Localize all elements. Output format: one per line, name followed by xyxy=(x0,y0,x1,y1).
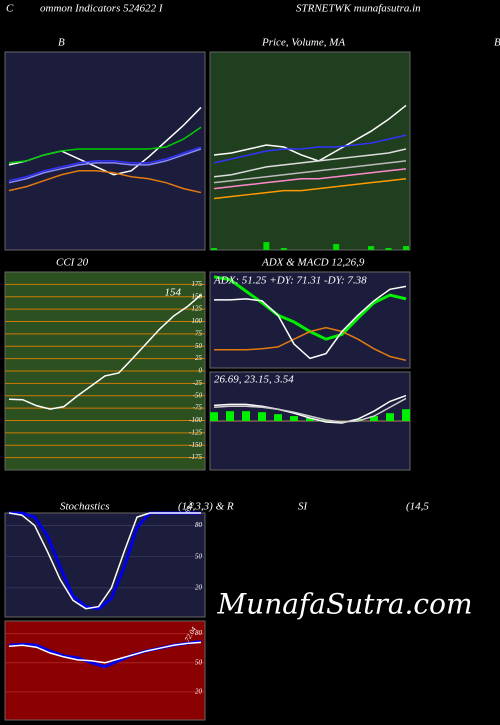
series-line xyxy=(213,160,407,184)
panel-title: Price, Volume, MA xyxy=(261,37,345,49)
y-tick-label: -50 xyxy=(193,391,203,399)
panel xyxy=(4,620,206,721)
series-line xyxy=(213,394,407,424)
y-tick-label: 75 xyxy=(195,329,203,337)
histogram-bar xyxy=(210,412,218,421)
series-line xyxy=(8,148,202,184)
y-tick-label: 25 xyxy=(195,354,203,362)
series-line xyxy=(8,512,201,610)
panel-title: CCI 20 xyxy=(56,257,89,269)
panel-title: ADX & MACD 12,26,9 xyxy=(261,257,365,269)
series-line xyxy=(214,326,407,362)
header-edge: B xyxy=(494,37,500,49)
series-line xyxy=(214,285,407,360)
volume-bar xyxy=(280,248,287,250)
y-tick-label: 50 xyxy=(195,658,203,666)
y-tick-label: 80 xyxy=(195,629,203,637)
series-line xyxy=(213,177,407,200)
annotation: 154 xyxy=(165,286,182,298)
series-line xyxy=(213,148,407,178)
row-title: (14,3,3) & R xyxy=(178,501,234,513)
y-tick-label: 125 xyxy=(192,305,203,313)
series-line xyxy=(213,168,407,190)
series-line xyxy=(213,397,407,423)
y-tick-label: 80 xyxy=(195,521,203,529)
histogram-bar xyxy=(242,411,250,421)
y-tick-label: 100 xyxy=(192,317,203,325)
histogram-bar xyxy=(402,409,410,421)
panel xyxy=(4,51,206,251)
histogram-bar xyxy=(226,411,234,421)
y-tick-label: 175 xyxy=(192,280,203,288)
series-line xyxy=(8,146,202,182)
y-tick-label: -75 xyxy=(193,404,203,412)
y-tick-label: -150 xyxy=(189,441,202,449)
y-tick-label: 0 xyxy=(199,367,203,375)
header-right: STRNETWK munafasutra.in xyxy=(296,3,421,15)
histogram-bar xyxy=(274,414,282,421)
volume-bar xyxy=(368,246,375,250)
volume-bar xyxy=(403,246,409,250)
watermark: MunafaSutra.com xyxy=(216,588,472,621)
histogram-bar xyxy=(306,418,314,421)
series-line xyxy=(8,170,202,194)
histogram-bar xyxy=(370,416,378,421)
y-tick-label: 50 xyxy=(195,552,203,560)
y-tick-label: -175 xyxy=(189,453,202,461)
volume-bar xyxy=(333,244,340,250)
histogram-bar xyxy=(290,416,298,421)
volume-bar xyxy=(263,242,270,250)
row-title: SI xyxy=(298,501,309,513)
series-line xyxy=(8,641,202,664)
y-tick-label: 20 xyxy=(195,687,203,695)
series-line xyxy=(8,126,202,164)
y-tick-label: 150 xyxy=(192,292,203,300)
header-left: C xyxy=(6,3,14,15)
y-tick-label: 50 xyxy=(195,342,203,350)
volume-bar xyxy=(211,248,217,250)
y-tick-label: -25 xyxy=(193,379,203,387)
panel-title: B xyxy=(58,37,65,49)
series-line xyxy=(213,104,407,162)
histogram-bar xyxy=(354,419,362,421)
row-title: Stochastics xyxy=(60,501,110,513)
histogram-bar xyxy=(258,412,266,421)
annotation: 26.69, 23.15, 3.54 xyxy=(214,374,294,386)
series-line xyxy=(8,294,202,410)
histogram-bar xyxy=(386,413,394,421)
panel xyxy=(4,512,206,618)
annotation: ADX: 51.25 +DY: 71.31 -DY: 7.38 xyxy=(213,275,367,287)
volume-bar xyxy=(385,248,392,250)
y-tick-label: -125 xyxy=(189,428,202,436)
series-line xyxy=(213,134,407,164)
row-title: (14,5 xyxy=(406,501,429,513)
y-tick-label: -100 xyxy=(189,416,202,424)
y-tick-label: 20 xyxy=(195,583,203,591)
header-title: ommon Indicators 524622 I xyxy=(40,3,164,15)
